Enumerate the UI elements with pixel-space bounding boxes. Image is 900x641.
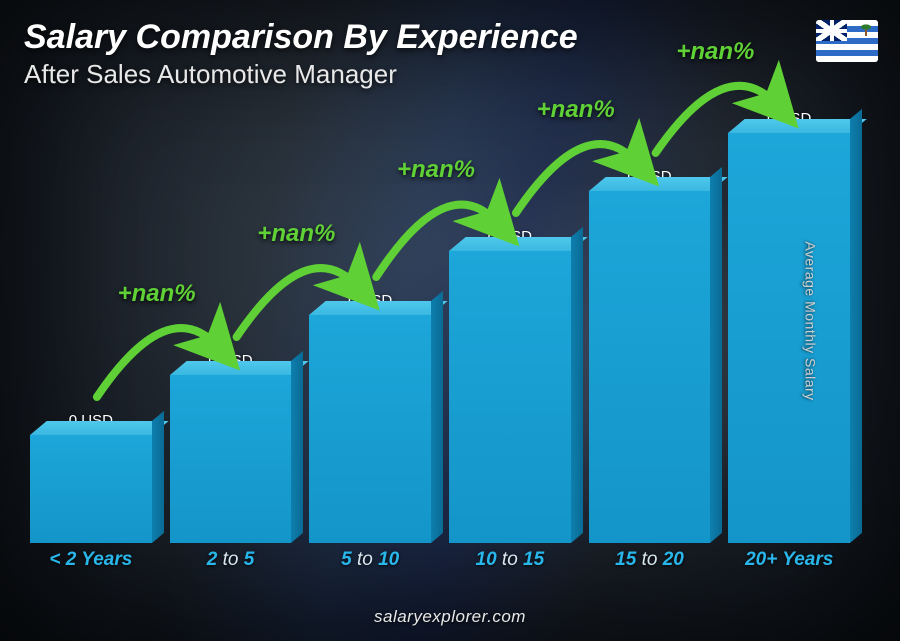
delta-label: +nan%: [676, 38, 754, 66]
footer-attribution: salaryexplorer.com: [0, 607, 900, 627]
x-axis-label: 2 to 5: [170, 549, 292, 571]
x-axis-label: 10 to 15: [449, 549, 571, 571]
x-axis-label: 20+ Years: [728, 549, 850, 571]
x-axis-label: 15 to 20: [589, 549, 711, 571]
growth-arrow-icon: [30, 110, 850, 543]
x-axis: < 2 Years 2 to 5 5 to 10 10 to 15 15 to 20 20…: [30, 549, 850, 571]
y-axis-label: Average Monthly Salary: [802, 241, 818, 400]
country-flag-biot: [816, 20, 878, 62]
x-axis-label: < 2 Years: [30, 549, 152, 571]
x-axis-label: 5 to 10: [309, 549, 431, 571]
bar-chart: 0 USD0 USD0 USD0 USD0 USD0 USD < 2 Years…: [30, 110, 850, 571]
